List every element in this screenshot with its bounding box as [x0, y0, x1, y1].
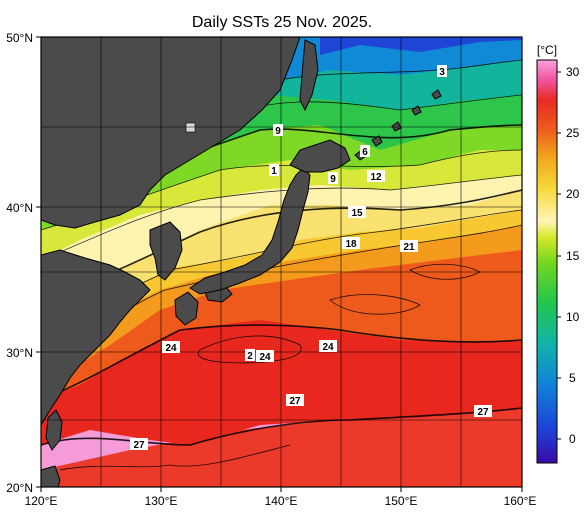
svg-text:21: 21: [403, 242, 415, 253]
svg-text:27: 27: [477, 407, 489, 418]
contour-label-27b: 27: [474, 405, 492, 418]
contour-label-1: 1: [269, 164, 279, 177]
lat-tick-label: 40°N: [6, 201, 33, 215]
contour-label-27c: 27: [130, 438, 148, 451]
colorbar: [°C] 30 25 20 15 10 5 0: [536, 43, 580, 464]
svg-text:2: 2: [247, 351, 253, 362]
svg-text:1: 1: [271, 166, 277, 177]
contour-label-15: 15: [348, 206, 366, 219]
korean-peninsula: [149, 221, 183, 281]
colorbar-tick-label: 30: [566, 65, 580, 79]
colorbar-tick-label: 15: [566, 249, 580, 263]
colorbar-tick-label: 5: [569, 371, 576, 385]
longitude-labels: 120°E 130°E 140°E 150°E 160°E: [25, 494, 537, 508]
mainland-asia: [41, 37, 301, 229]
contour-label-2: 2: [245, 349, 255, 362]
contour-label-21: 21: [400, 240, 418, 253]
contour-label-3: 3: [437, 65, 447, 78]
hokkaido: [289, 139, 351, 173]
contour-label-18: 18: [342, 237, 360, 250]
lat-tick-label: 50°N: [6, 31, 33, 45]
svg-text:24: 24: [165, 343, 177, 354]
svg-text:15: 15: [351, 208, 363, 219]
contour-labels: 3 9 6 1 9 12 15 18 21 24 2 24 24 27 27 2…: [130, 65, 492, 451]
contour-label-24b: 24: [256, 350, 274, 363]
latitude-labels: 50°N 40°N 30°N 20°N: [6, 31, 33, 495]
contour-label-9b: 9: [328, 172, 338, 185]
colorbar-tick-label: 10: [566, 310, 580, 324]
sakhalin: [299, 39, 319, 112]
lat-tick-label: 30°N: [6, 346, 33, 360]
small-island-marker: [185, 122, 196, 133]
svg-text:3: 3: [439, 67, 445, 78]
lon-tick-label: 140°E: [265, 494, 298, 508]
contour-label-6: 6: [360, 145, 370, 158]
contour-label-24c: 24: [319, 340, 337, 353]
svg-text:9: 9: [275, 126, 281, 137]
contour-label-24a: 24: [162, 341, 180, 354]
kyushu: [174, 291, 199, 326]
land-masses: [41, 37, 442, 487]
lon-tick-label: 130°E: [145, 494, 178, 508]
svg-text:9: 9: [330, 174, 336, 185]
contour-label-9a: 9: [273, 124, 283, 137]
svg-text:6: 6: [362, 147, 368, 158]
sst-field: 3 9 6 1 9 12 15 18 21 24 2 24 24 27 27 2…: [41, 37, 522, 487]
colorbar-gradient: [536, 59, 558, 464]
svg-text:24: 24: [322, 342, 334, 353]
svg-text:27: 27: [133, 440, 145, 451]
colorbar-tick-label: 25: [566, 126, 580, 140]
svg-text:24: 24: [259, 352, 271, 363]
colorbar-ticks: [557, 71, 561, 440]
lon-tick-label: 160°E: [504, 494, 537, 508]
band-2: [320, 37, 522, 55]
map-title: Daily SSTs 25 Nov. 2025.: [192, 14, 372, 31]
colorbar-tick-label: 20: [566, 187, 580, 201]
lon-tick-label: 120°E: [25, 494, 58, 508]
svg-text:27: 27: [289, 396, 301, 407]
contour-label-27a: 27: [286, 394, 304, 407]
axis-tick-marks: [36, 36, 523, 492]
colorbar-tick-label: 0: [569, 432, 576, 446]
colorbar-unit: [°C]: [537, 43, 557, 57]
lon-tick-label: 150°E: [385, 494, 418, 508]
china-coast: [41, 249, 151, 426]
contour-label-12: 12: [367, 170, 385, 183]
svg-text:12: 12: [370, 172, 382, 183]
svg-text:18: 18: [345, 239, 357, 250]
luzon: [41, 465, 61, 487]
lat-tick-label: 20°N: [6, 481, 33, 495]
